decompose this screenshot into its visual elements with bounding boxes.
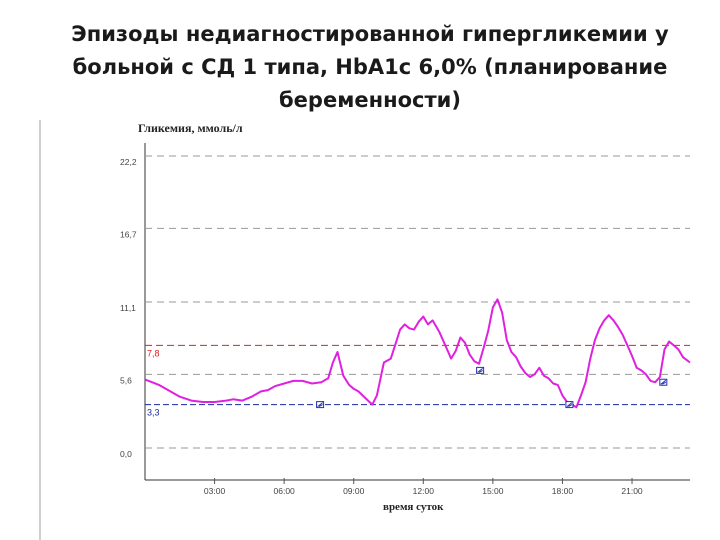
x-axis-label: время суток: [383, 501, 444, 513]
event-marker: [316, 401, 325, 409]
y-tick-label: 16,7: [120, 229, 137, 239]
event-marker: [476, 366, 485, 374]
slide-title: Эпизоды недиагностированной гипергликеми…: [71, 22, 669, 112]
event-marker: [659, 378, 668, 386]
y-tick-label: 11,1: [120, 303, 136, 313]
y-tick-label: 5,6: [120, 375, 132, 385]
x-tick-label: 12:00: [413, 486, 435, 496]
event-marker: [565, 401, 574, 409]
y-tick-label: 0,0: [120, 449, 132, 459]
x-tick-label: 06:00: [274, 486, 296, 496]
x-tick-label: 21:00: [621, 486, 643, 496]
threshold-label: 7,8: [147, 348, 160, 358]
x-tick-label: 15:00: [482, 486, 504, 496]
glycemia-series-line: [144, 298, 691, 409]
x-tick-label: 09:00: [343, 486, 365, 496]
x-tick-label: 03:00: [204, 486, 226, 496]
threshold-label: 3,3: [147, 408, 160, 418]
y-tick-label: 22,2: [120, 157, 137, 167]
y-axis-label: Гликемия, ммоль/л: [138, 121, 243, 135]
x-tick-label: 18:00: [552, 486, 574, 496]
